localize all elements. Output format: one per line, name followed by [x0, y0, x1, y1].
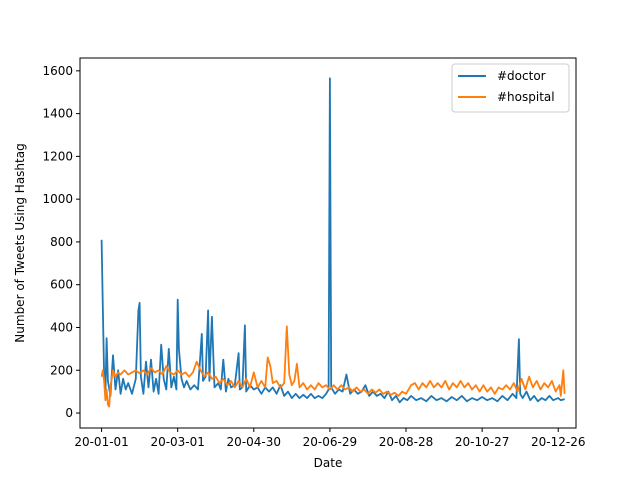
- y-tick-label: 1000: [42, 192, 73, 206]
- y-tick-label: 400: [50, 320, 73, 334]
- legend: #doctor #hospital: [451, 63, 570, 113]
- y-tick-label: 200: [50, 363, 73, 377]
- y-tick-label: 0: [65, 406, 73, 420]
- y-axis-label: Number of Tweets Using Hashtag: [13, 143, 27, 342]
- x-tick-label: 20-03-01: [150, 435, 204, 449]
- plot-frame: [79, 57, 577, 429]
- legend-label-hospital: #hospital: [497, 90, 555, 104]
- y-tick-label: 1200: [42, 149, 73, 163]
- x-axis-label: Date: [314, 456, 343, 470]
- x-tick-label: 20-01-01: [74, 435, 128, 449]
- y-tick-label: 800: [50, 235, 73, 249]
- x-tick-label: 20-04-30: [227, 435, 281, 449]
- y-tick-label: 1400: [42, 107, 73, 121]
- series-layer: [100, 77, 566, 408]
- y-tick-label: 600: [50, 278, 73, 292]
- y-axis-ticks: 0 200 400 600 800 1000 1200 1400 1600: [42, 64, 80, 420]
- x-tick-label: 20-10-27: [455, 435, 509, 449]
- legend-label-doctor: #doctor: [497, 69, 546, 83]
- series-line-doctor: [100, 77, 565, 404]
- x-axis-ticks: 20-01-01 20-03-01 20-04-30 20-06-29 20-08-28…: [74, 428, 585, 449]
- series-line-hospital: [100, 325, 566, 408]
- x-tick-label: 20-12-26: [531, 435, 585, 449]
- x-tick-label: 20-06-29: [303, 435, 357, 449]
- x-tick-label: 20-08-28: [379, 435, 433, 449]
- y-tick-label: 1600: [42, 64, 73, 78]
